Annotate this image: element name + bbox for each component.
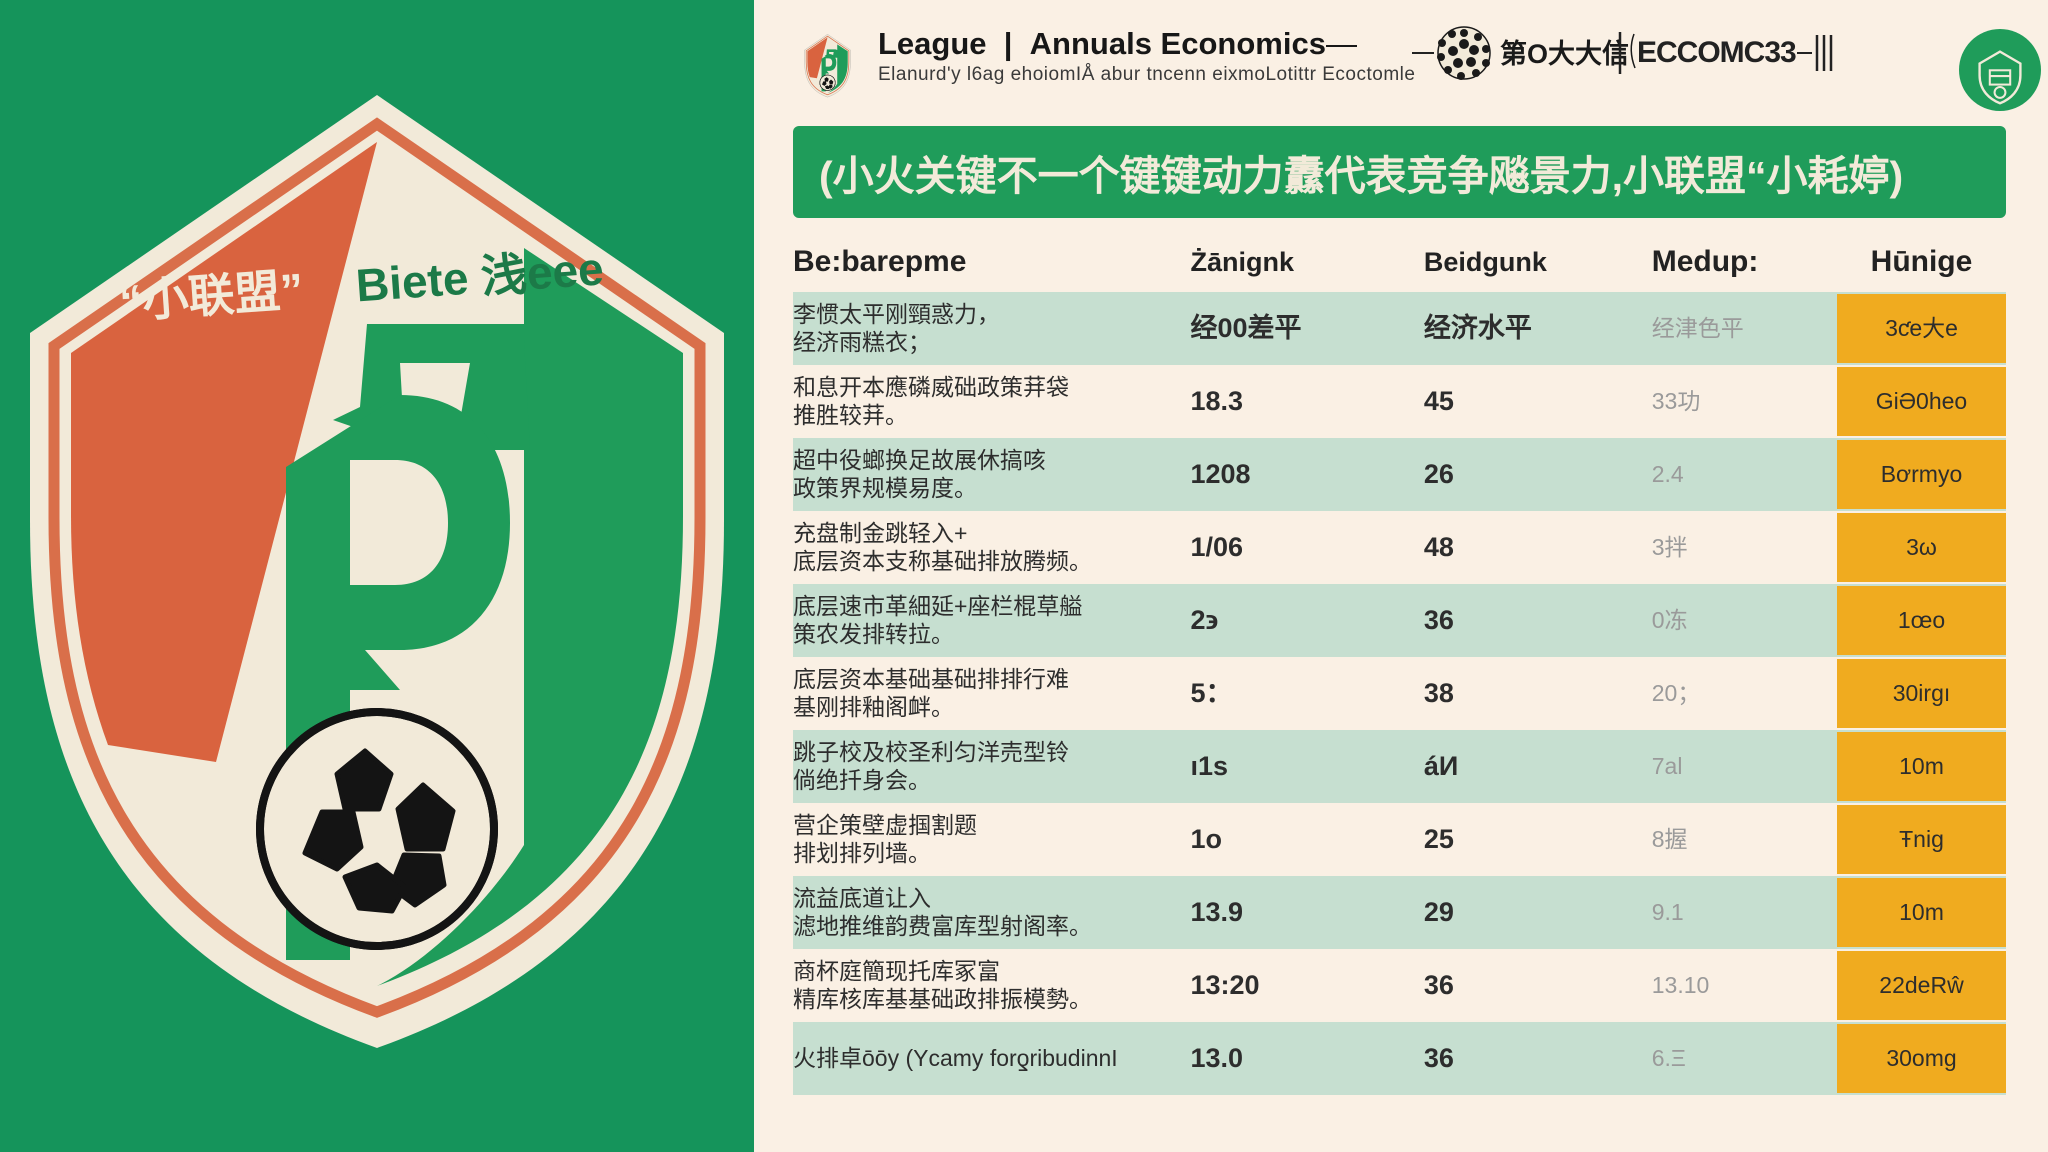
svg-text:ECCOMC33: ECCOMC33 [1637,36,1796,69]
svg-text:第O大大信: 第O大大信 [1500,38,1629,69]
